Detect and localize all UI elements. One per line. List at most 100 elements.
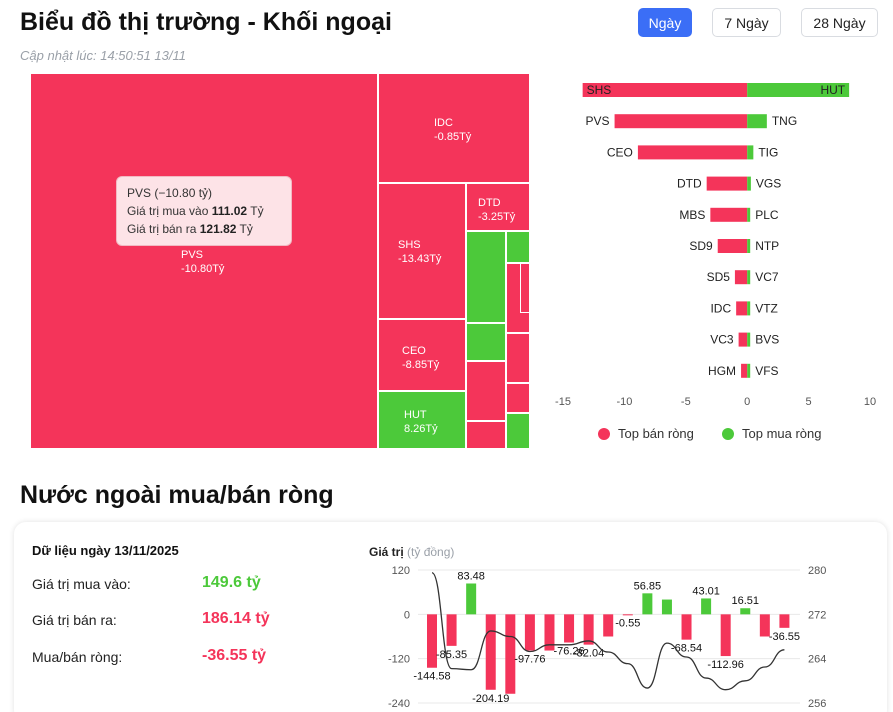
treemap-cell-minor[interactable] <box>506 333 530 383</box>
sell-ticker-label: CEO <box>607 145 633 159</box>
page-title: Biểu đồ thị trường - Khối ngoại <box>20 8 392 36</box>
treemap-value: 8.26Tỷ <box>404 423 438 435</box>
x-tick-label: -5 <box>681 396 691 408</box>
treemap-cell-minor[interactable] <box>466 231 506 323</box>
treemap-value: -0.85Tỷ <box>434 131 472 143</box>
summary-date: Dữ liệu ngày 13/11/2025 <box>32 543 179 558</box>
buy-bar <box>747 332 751 347</box>
bar-data-label: -144.58 <box>413 671 450 683</box>
x-tick-label: -10 <box>616 396 632 408</box>
legend-top-sell[interactable]: Top bán ròng <box>598 426 694 441</box>
net-flow-combo-chart: 120 280 0 272 -120 264 -240 256 -144.58 -85.35 83.… <box>388 565 826 710</box>
net-flow-bar <box>583 614 594 645</box>
sell-bar <box>706 176 748 191</box>
bar-data-label: -82.04 <box>573 648 604 660</box>
sell-bar <box>736 301 748 316</box>
tooltip-buy-value: 111.02 <box>211 204 248 218</box>
net-value: -36.55 tỷ <box>202 647 267 664</box>
legend-buy-dot-icon <box>722 427 734 440</box>
treemap-cell-minor[interactable] <box>466 361 506 421</box>
treemap-ticker: IDC <box>434 117 453 129</box>
legend-sell-dot-icon <box>598 427 610 440</box>
treemap-cell-minor[interactable] <box>466 323 506 361</box>
sell-bar <box>717 239 748 253</box>
sell-bar <box>582 83 748 97</box>
x-tick-label: -15 <box>555 396 571 408</box>
sell-ticker-label: VC3 <box>710 333 734 347</box>
range-28-days-button[interactable]: 28 Ngày <box>801 8 878 37</box>
treemap-cell-shs[interactable]: SHS -13.43Tỷ <box>378 183 466 319</box>
treemap-cell-minor[interactable] <box>506 383 530 413</box>
y-left-tick-label: 0 <box>404 609 410 621</box>
range-7-days-button[interactable]: 7 Ngày <box>712 8 781 37</box>
treemap-cell-ceo[interactable]: CEO -8.85Tỷ <box>378 319 466 391</box>
net-flow-bar <box>524 614 535 651</box>
legend-top-buy[interactable]: Top mua ròng <box>722 426 822 441</box>
legend-sell-label: Top bán ròng <box>618 426 694 441</box>
net-flow-bar <box>759 614 770 637</box>
tooltip-buy-unit: Tỷ <box>250 204 264 218</box>
net-flow-bar <box>485 614 496 690</box>
treemap-cell-idc[interactable]: IDC -0.85Tỷ <box>378 73 530 183</box>
bar-data-label: -112.96 <box>707 659 744 671</box>
sell-bar <box>734 270 748 285</box>
treemap-cell-minor[interactable] <box>506 231 530 263</box>
sell-ticker-label: SD5 <box>707 270 731 284</box>
y-right-tick-label: 280 <box>808 565 826 577</box>
treemap-ticker: DTD <box>478 197 501 209</box>
combo-chart-title-text: Giá trị <box>369 545 404 559</box>
tooltip-sell-row: Giá trị bán ra 121.82 Tỷ <box>127 220 281 238</box>
net-flow-bar <box>505 614 516 694</box>
sell-ticker-label: MBS <box>679 208 705 222</box>
tooltip-sell-value: 121.82 <box>199 222 237 236</box>
bar-data-label: -85.35 <box>436 649 467 661</box>
combo-chart-title: Giá trị (tỷ đồng) <box>369 545 454 559</box>
buy-ticker-label: VC7 <box>755 270 779 284</box>
sell-ticker-label: IDC <box>710 301 731 315</box>
bar-data-label: 83.48 <box>457 570 485 582</box>
treemap-cell-pvs[interactable]: PVS -10.80Tỷ <box>30 73 378 449</box>
buy-value-label: Giá trị mua vào: <box>32 576 131 592</box>
sell-bar <box>637 145 748 160</box>
net-flow-bar <box>720 614 731 657</box>
sell-ticker-label: SHS <box>587 83 612 97</box>
treemap-value: -8.85Tỷ <box>402 359 440 371</box>
tooltip-sell-unit: Tỷ <box>239 222 253 236</box>
sell-bar <box>741 363 748 378</box>
updated-timestamp: Cập nhật lúc: 14:50:51 13/11 <box>20 48 186 63</box>
bar-data-label: -97.76 <box>514 653 545 665</box>
buy-bar <box>747 270 751 285</box>
net-flow-bar <box>779 614 790 628</box>
net-flow-bar <box>681 614 692 640</box>
buy-ticker-label: TIG <box>758 145 778 159</box>
index-line <box>431 572 785 691</box>
buy-ticker-label: HUT <box>820 83 845 97</box>
buy-ticker-label: VTZ <box>755 301 778 315</box>
treemap-cell-hut[interactable]: HUT 8.26Tỷ <box>378 391 466 449</box>
treemap-cell-dtd[interactable]: DTD -3.25Tỷ <box>466 183 530 231</box>
net-flow-bar <box>603 614 614 637</box>
net-flow-bar <box>466 583 477 615</box>
treemap-cell-minor[interactable] <box>466 421 506 449</box>
sell-bar <box>738 332 748 347</box>
combo-chart-unit: (tỷ đồng) <box>407 545 455 559</box>
buy-ticker-label: PLC <box>755 208 779 222</box>
legend-buy-label: Top mua ròng <box>742 426 822 441</box>
y-left-tick-label: 120 <box>392 565 410 577</box>
sell-value-label: Giá trị bán ra: <box>32 612 117 628</box>
net-flow-bar <box>564 614 575 643</box>
net-flow-bar <box>427 614 437 668</box>
bar-data-label: -76.26 <box>553 646 584 658</box>
buy-ticker-label: BVS <box>755 333 779 347</box>
x-tick-label: 0 <box>744 396 750 408</box>
treemap-cell-minor[interactable] <box>520 263 530 313</box>
net-value-label: Mua/bán ròng: <box>32 649 123 665</box>
treemap-value: -10.80Tỷ <box>181 263 225 275</box>
buy-bar <box>747 363 751 378</box>
treemap-cell-minor[interactable] <box>506 413 530 449</box>
y-left-tick-label: -240 <box>388 698 410 710</box>
bar-data-label: -204.19 <box>472 693 509 705</box>
range-day-button[interactable]: Ngày <box>638 8 692 37</box>
net-flow-bar <box>642 593 653 615</box>
buy-bar <box>747 207 751 222</box>
